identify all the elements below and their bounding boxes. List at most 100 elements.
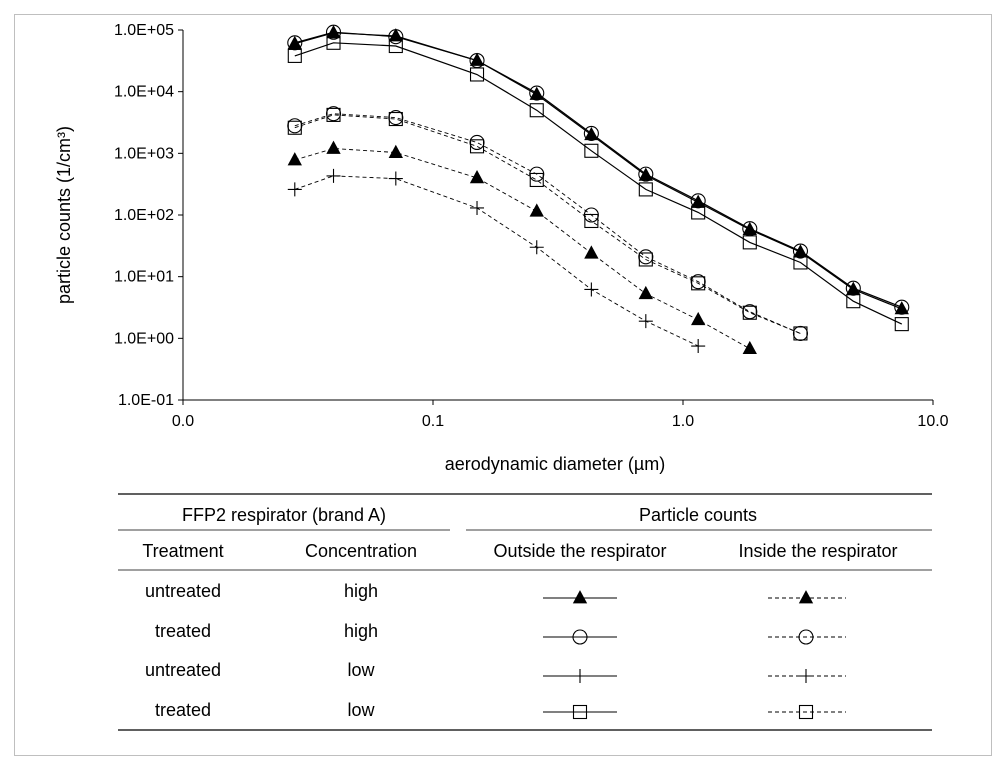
x-tick-label: 0.1 [422,413,444,430]
series-line [294,148,751,350]
square-marker [326,107,341,122]
plus-marker [638,314,653,329]
plus-marker [529,240,544,255]
square-marker [798,704,814,720]
series-circle-dashed [287,106,809,342]
circle-marker [894,299,910,315]
plus-marker [691,339,706,354]
circle-marker [572,629,588,645]
square-marker [638,182,653,197]
legend-symbol-outside [543,590,617,604]
triangle-marker [529,203,544,217]
row2-treatment: treated [155,621,211,641]
legend-symbol-inside [768,590,846,604]
triangle-marker [798,590,814,604]
y-tick-label: 1.0E+00 [114,330,174,347]
plus-marker [388,171,403,186]
series-line [294,114,801,334]
y-tick-label: 1.0E+02 [114,207,174,224]
series-plus-dashed [287,168,706,354]
circle-marker [742,304,758,320]
series-line [294,31,903,308]
legend-symbols [543,590,846,720]
figure-frame [14,14,992,756]
plus-marker [584,282,599,297]
triangle-marker [388,144,403,158]
legend-symbol-inside [768,704,846,720]
plus-marker [573,669,587,683]
series-line [294,175,699,347]
square-marker [691,205,706,220]
triangle-marker [584,245,599,259]
legend-symbol-outside [543,704,617,720]
table-header-right: Particle counts [639,505,757,525]
circle-marker [325,24,342,40]
triangle-marker [326,140,341,154]
series-line [294,113,801,334]
series-triangle-solid [287,24,909,315]
col-header-outside: Outside the respirator [493,541,666,561]
square-marker [529,172,544,188]
triangle-marker [469,170,485,184]
square-marker [793,255,808,270]
triangle-marker [742,340,757,355]
y-tick-label: 1.0E+05 [114,22,174,39]
series-line [294,42,903,325]
y-axis-title: particle counts (1/cm³) [54,126,74,304]
square-marker [742,305,757,320]
square-marker [326,35,341,50]
x-axis-title: aerodynamic diameter (µm) [445,454,665,474]
y-tick-label: 1.0E-01 [118,392,174,409]
plus-marker [326,168,341,183]
circle-marker [798,629,814,645]
row1-treatment: untreated [145,581,221,601]
square-marker [388,38,403,54]
square-marker [572,704,588,720]
series-circle-solid [287,24,910,315]
square-marker [388,111,403,127]
square-marker [894,317,909,332]
circle-marker [792,325,809,342]
square-marker [469,67,485,82]
y-tick-label: 1.0E+01 [114,269,174,286]
y-tick-label: 1.0E+04 [114,84,174,101]
circle-marker [690,193,706,209]
row4-concentration: low [347,700,375,720]
row3-concentration: low [347,660,375,680]
square-marker [846,294,861,309]
square-marker [584,213,599,229]
square-marker [584,143,599,158]
series-square-solid [287,35,909,332]
col-header-inside: Inside the respirator [738,541,897,561]
y-ticks: 1.0E-01 1.0E+00 1.0E+01 1.0E+02 1.0E+03 1.0E+… [114,22,183,409]
col-header-concentration: Concentration [305,541,417,561]
triangle-marker [287,152,302,166]
series-triangle-dashed [287,140,757,355]
circle-marker [388,29,404,45]
plus-marker [287,182,302,197]
square-marker [287,120,302,135]
square-marker [793,326,808,341]
x-tick-label: 0.0 [172,413,194,430]
legend-table: FFP2 respirator (brand A) Particle count… [118,493,932,731]
col-header-treatment: Treatment [142,541,223,561]
series-line [294,32,903,310]
plot-area [287,24,910,355]
plus-marker [470,200,485,215]
triangle-marker [572,590,588,604]
square-marker [638,252,653,267]
square-marker [742,235,757,250]
circle-marker [638,166,654,182]
circle-marker [529,85,545,101]
square-marker [469,139,485,154]
series-square-dashed [287,107,808,341]
y-tick-label: 1.0E+03 [114,145,174,162]
legend-symbol-outside [543,629,617,645]
circle-marker [469,134,485,151]
row3-treatment: untreated [145,660,221,680]
plus-marker [799,669,813,683]
square-marker [529,103,544,118]
row1-concentration: high [344,581,378,601]
table-header-left: FFP2 respirator (brand A) [182,505,386,525]
